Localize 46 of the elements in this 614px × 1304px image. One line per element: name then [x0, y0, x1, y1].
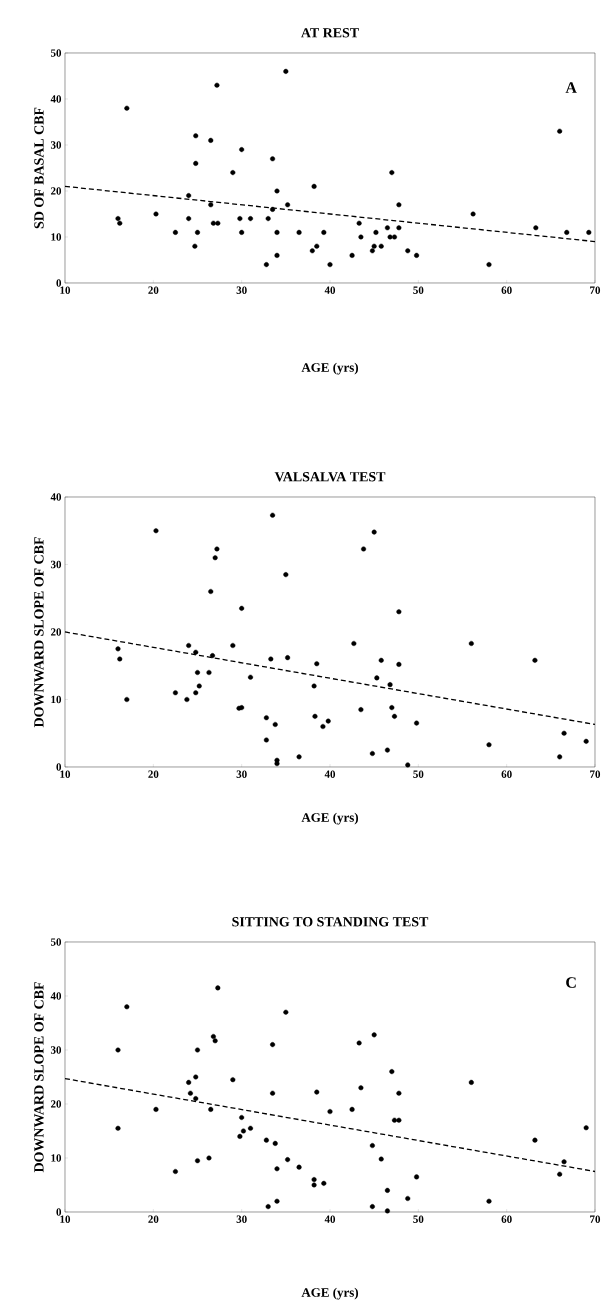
- chart-title: VALSALVA TEST: [274, 472, 386, 482]
- y-tick-label: 10: [51, 233, 62, 241]
- y-tick-label: 0: [56, 279, 62, 287]
- x-tick-label: 30: [236, 1215, 247, 1223]
- x-tick-label: 70: [590, 286, 601, 294]
- y-tick-label: 10: [51, 695, 62, 704]
- x-tick-label: 20: [148, 286, 159, 294]
- x-tick-label: 40: [324, 770, 336, 778]
- y-tick-label: 10: [51, 1154, 62, 1162]
- x-tick-label: 60: [501, 1215, 512, 1223]
- x-tick-label: 40: [324, 1215, 336, 1223]
- x-axis-title: AGE (yrs): [301, 812, 359, 825]
- y-tick-label: 20: [50, 1100, 62, 1108]
- x-tick-label: 50: [413, 1215, 424, 1223]
- x-tick-label: 30: [236, 770, 247, 778]
- x-tick-label: 40: [324, 286, 336, 294]
- x-tick-label: 30: [236, 286, 247, 294]
- x-axis-title: AGE (yrs): [301, 1287, 359, 1300]
- annotation: A: [565, 82, 577, 93]
- y-tick-label: 50: [50, 49, 62, 57]
- y-axis-title: SD OF BASAL CBF: [34, 107, 44, 229]
- y-tick-label: 50: [50, 938, 62, 946]
- x-tick-label: 50: [413, 770, 424, 778]
- y-tick-label: 0: [56, 1208, 62, 1216]
- y-tick-label: 20: [50, 628, 62, 636]
- x-tick-label: 50: [413, 286, 424, 294]
- x-tick-label: 60: [501, 770, 512, 778]
- y-tick-label: 40: [50, 493, 62, 501]
- x-tick-label: 20: [148, 770, 159, 778]
- x-tick-label: 60: [501, 286, 512, 294]
- chart-title: SITTING TO STANDING TEST: [232, 917, 429, 927]
- x-tick-label: 70: [590, 1215, 601, 1223]
- y-tick-label: 40: [50, 95, 62, 103]
- x-tick-label: 20: [148, 1215, 159, 1223]
- y-axis-title: DOWNWARD SLOPE OF CBF: [34, 537, 44, 728]
- x-axis-title: AGE (yrs): [301, 362, 359, 375]
- x-tick-label: 70: [590, 770, 601, 778]
- annotation: C: [566, 977, 576, 988]
- y-tick-label: 30: [50, 560, 62, 569]
- y-tick-label: 0: [56, 763, 62, 771]
- y-axis-title: DOWNWARD SLOPE OF CBF: [34, 982, 44, 1173]
- chart-title: AT REST: [301, 28, 359, 38]
- y-tick-label: 40: [50, 992, 62, 1000]
- y-tick-label: 30: [50, 1046, 62, 1054]
- y-tick-label: 20: [50, 187, 62, 195]
- y-tick-label: 30: [50, 141, 62, 149]
